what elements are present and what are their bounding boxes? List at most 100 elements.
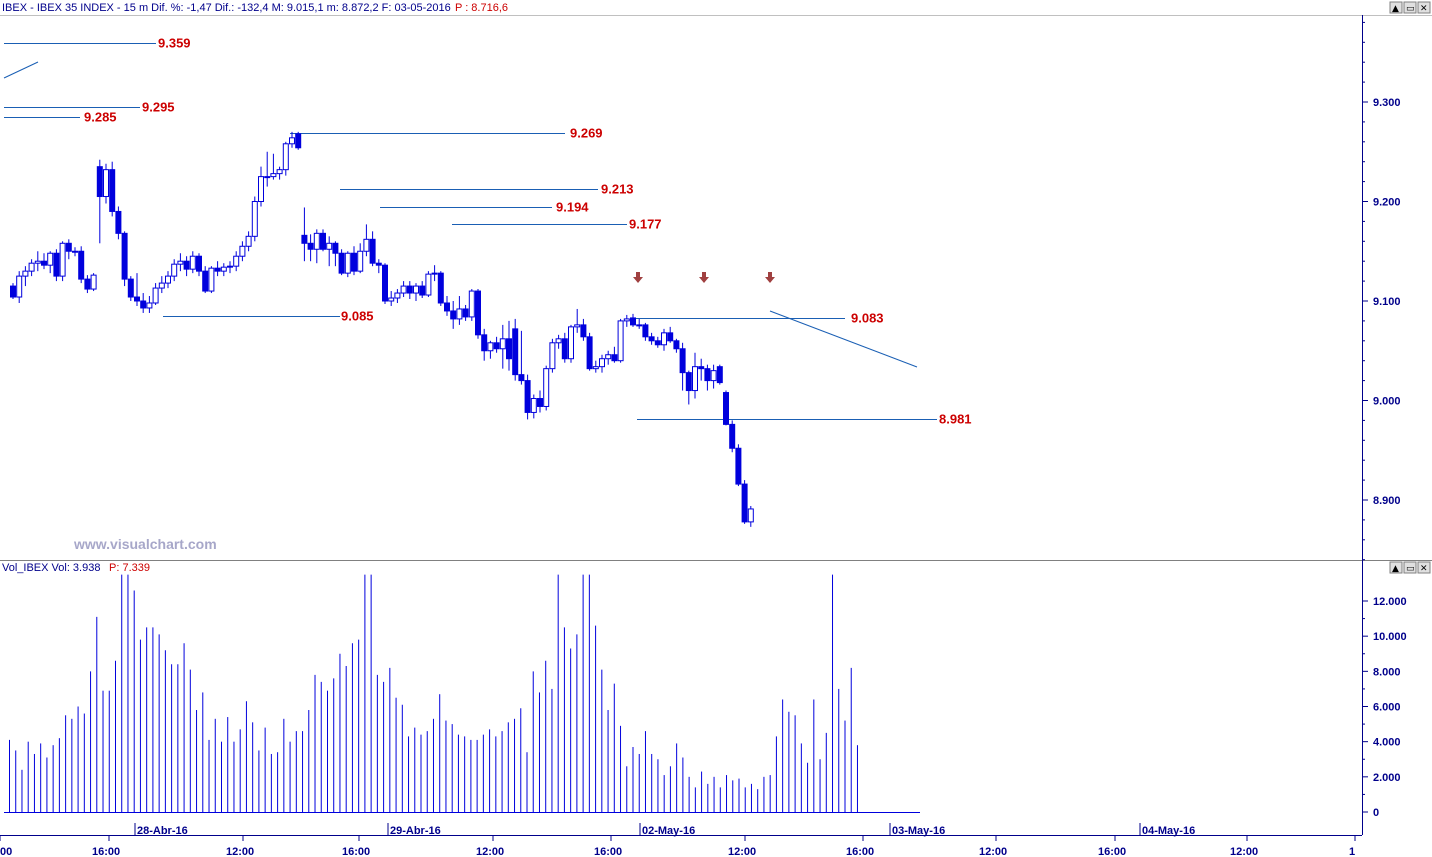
price-window-buttons[interactable]: ▲ ▭ ✕	[1389, 1, 1431, 14]
candle	[450, 301, 457, 329]
candle	[16, 271, 23, 303]
time-label: 1	[1349, 846, 1355, 857]
volume-tick-label: 4.000	[1373, 737, 1401, 749]
candle	[282, 141, 289, 176]
watermark: www.visualchart.com	[73, 536, 217, 552]
candle	[468, 289, 475, 321]
candle	[487, 340, 494, 359]
date-label: 28-Abr-16	[137, 825, 188, 837]
candle	[109, 161, 116, 217]
candle	[121, 231, 128, 287]
candle	[586, 332, 593, 371]
candle	[313, 229, 320, 264]
candle	[679, 342, 686, 391]
arrow-down-icon	[633, 272, 643, 284]
volume-maximize-button[interactable]	[1403, 561, 1417, 574]
close-button[interactable]	[1417, 1, 1431, 14]
candle	[400, 281, 407, 298]
candle	[96, 159, 103, 244]
candle	[667, 326, 674, 343]
candle	[289, 131, 295, 148]
candle	[382, 263, 388, 304]
candle	[227, 261, 233, 274]
date-label: 04-May-16	[1142, 825, 1195, 837]
volume-tick-label: 2.000	[1373, 772, 1401, 784]
candle	[524, 374, 531, 420]
time-label: 12:00	[979, 846, 1007, 857]
candle	[481, 328, 488, 361]
candle	[518, 330, 525, 385]
arrow-down-icon	[765, 272, 775, 284]
candle	[90, 273, 97, 292]
trend-line	[769, 310, 918, 368]
candle	[22, 266, 29, 287]
candle	[134, 273, 140, 306]
candle	[642, 322, 649, 341]
candle	[72, 247, 78, 257]
close-icon: ✕	[1420, 4, 1428, 14]
candle	[506, 320, 512, 371]
candle	[406, 281, 413, 300]
candle	[276, 166, 283, 180]
candle	[499, 324, 506, 369]
arrow-down-icon	[699, 272, 709, 284]
level-label: 9.285	[84, 110, 117, 125]
candle	[344, 251, 351, 278]
candle	[692, 352, 698, 399]
candle	[220, 263, 227, 277]
level-label: 9.269	[570, 126, 603, 141]
candle	[648, 332, 655, 345]
volume-close-button[interactable]	[1417, 561, 1431, 574]
volume-minimize-button[interactable]	[1389, 561, 1403, 574]
candle	[59, 241, 66, 282]
candle	[165, 271, 171, 289]
time-label: 16:00	[594, 846, 622, 857]
candle	[741, 480, 748, 524]
candle	[158, 276, 165, 294]
price-tick-label: 9.100	[1373, 296, 1401, 308]
candle	[617, 318, 624, 363]
candle	[146, 296, 153, 313]
candle	[177, 253, 184, 272]
minimize-button[interactable]	[1389, 1, 1403, 14]
candle	[65, 239, 72, 260]
time-label: 12:00	[226, 846, 254, 857]
candle	[369, 231, 376, 267]
candle	[555, 334, 562, 349]
level-label: 9.213	[601, 182, 634, 197]
volume-window-buttons[interactable]: ▲ ▭ ✕	[1389, 561, 1431, 574]
candle	[661, 328, 667, 351]
date-label: 02-May-16	[642, 825, 695, 837]
candle	[251, 196, 258, 242]
volume-tick-label: 12.000	[1373, 596, 1407, 608]
candle	[332, 241, 339, 267]
candle	[140, 293, 147, 313]
candle	[543, 365, 550, 411]
price-header-bar	[0, 0, 1432, 15]
candle	[723, 390, 729, 426]
volume-tick-label: 10.000	[1373, 631, 1407, 643]
maximize-button[interactable]	[1403, 1, 1417, 14]
price-tick-label: 9.300	[1373, 97, 1401, 109]
time-label: 16:00	[342, 846, 370, 857]
candle	[493, 336, 500, 353]
candle	[456, 296, 463, 325]
candle	[592, 360, 599, 373]
candle	[394, 289, 401, 303]
candle	[419, 281, 426, 299]
candle	[245, 231, 252, 252]
candle	[326, 236, 333, 267]
candle	[537, 390, 543, 413]
time-label: 16:00	[846, 846, 874, 857]
time-label: 16:00	[92, 846, 120, 857]
candle	[295, 131, 302, 150]
candle	[301, 207, 308, 262]
candle	[152, 283, 159, 305]
price-tick-label: 9.000	[1373, 396, 1401, 408]
candle	[512, 318, 519, 381]
candle	[437, 271, 444, 306]
candle	[549, 338, 556, 373]
candle	[413, 283, 419, 301]
candle	[338, 249, 345, 276]
